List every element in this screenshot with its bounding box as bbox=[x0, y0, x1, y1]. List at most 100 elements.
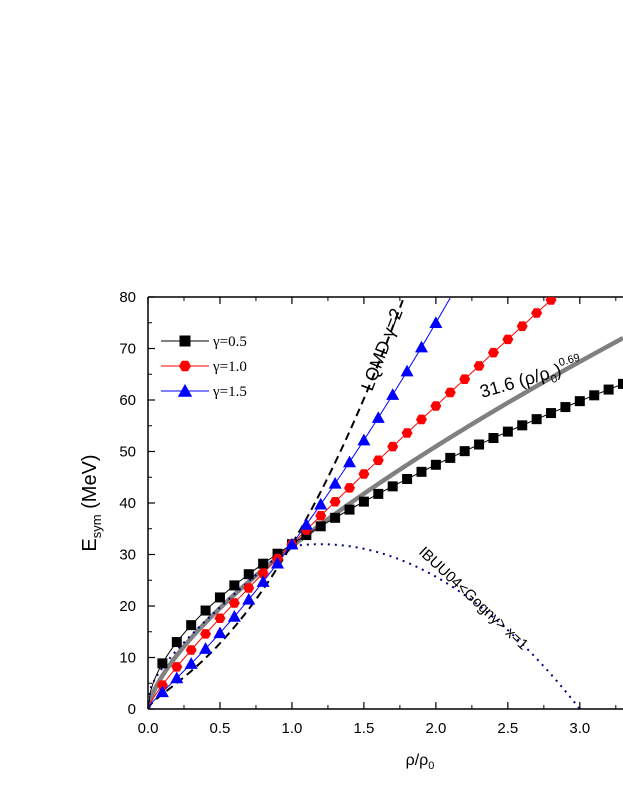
data-point-hexagon bbox=[358, 469, 370, 479]
data-point-square bbox=[603, 384, 614, 395]
fit-label: 31.6 (ρ/ρ0)0.69 bbox=[477, 352, 585, 406]
data-point-square bbox=[560, 402, 571, 413]
x-tick-label: 2.0 bbox=[425, 720, 446, 737]
x-tick-label: 0.0 bbox=[138, 720, 159, 737]
data-point-square bbox=[517, 420, 528, 431]
data-point-square bbox=[330, 512, 341, 523]
data-point-hexagon bbox=[459, 374, 471, 384]
y-tick-label: 30 bbox=[119, 547, 136, 564]
data-point-triangle bbox=[357, 433, 371, 446]
fit-curve bbox=[148, 336, 623, 710]
y-tick-label: 50 bbox=[119, 444, 136, 461]
data-point-hexagon bbox=[243, 583, 255, 593]
data-point-triangle bbox=[299, 518, 313, 530]
x-tick-label: 0.5 bbox=[210, 720, 231, 737]
data-point-square bbox=[618, 378, 623, 389]
data-point-hexagon bbox=[415, 414, 427, 425]
data-point-triangle bbox=[242, 592, 256, 605]
data-point-triangle bbox=[400, 364, 414, 377]
x-axis-title: ρ/ρ0 bbox=[406, 752, 435, 772]
data-point-hexagon bbox=[473, 361, 485, 371]
x-tick-label: 1.0 bbox=[282, 720, 303, 737]
data-point-triangle bbox=[314, 497, 328, 510]
data-point-square bbox=[546, 408, 557, 419]
data-point-triangle bbox=[414, 340, 428, 353]
data-point-hexagon bbox=[531, 308, 543, 318]
data-point-square bbox=[272, 548, 283, 559]
data-point-square bbox=[502, 426, 513, 437]
data-point-square bbox=[358, 496, 369, 507]
lqmd-label: LQMD γ=2 bbox=[357, 305, 407, 393]
data-point-hexagon bbox=[257, 568, 269, 578]
data-point-hexagon bbox=[430, 401, 442, 411]
data-point-hexagon bbox=[387, 441, 399, 452]
plot-area bbox=[148, 297, 623, 710]
y-tick-label: 60 bbox=[119, 392, 136, 409]
y-tick-label: 80 bbox=[119, 289, 136, 306]
ibuu-curve bbox=[148, 543, 581, 710]
legend: γ=0.5 γ=1.0 γ=1.5 bbox=[161, 334, 247, 400]
data-point-hexagon bbox=[200, 629, 212, 639]
data-point-square bbox=[344, 504, 355, 515]
y-tick-label: 0 bbox=[128, 701, 136, 718]
legend-label: γ=1.0 bbox=[212, 359, 247, 375]
data-point-square bbox=[157, 658, 168, 669]
data-point-hexagon bbox=[344, 483, 356, 493]
data-point-hexagon bbox=[487, 347, 499, 358]
data-point-triangle bbox=[177, 383, 193, 397]
data-point-square bbox=[171, 637, 182, 648]
x-tick-label: 3.0 bbox=[569, 720, 590, 737]
data-point-square bbox=[214, 592, 225, 603]
data-point-triangle bbox=[213, 626, 227, 639]
markers-layer bbox=[155, 297, 623, 698]
data-point-triangle bbox=[343, 455, 357, 468]
legend-label: γ=0.5 bbox=[212, 334, 247, 350]
data-point-square bbox=[589, 390, 600, 401]
data-point-square bbox=[474, 439, 485, 450]
data-point-square bbox=[459, 446, 470, 457]
data-point-hexagon bbox=[228, 598, 240, 608]
data-point-square bbox=[445, 452, 456, 463]
data-point-square bbox=[402, 474, 413, 485]
data-point-square bbox=[315, 521, 326, 532]
data-point-hexagon bbox=[214, 613, 226, 623]
data-point-triangle bbox=[328, 476, 342, 489]
data-point-triangle bbox=[256, 575, 270, 587]
y-tick-label: 40 bbox=[119, 495, 136, 512]
y-tick-label: 70 bbox=[119, 341, 136, 358]
data-point-square bbox=[179, 335, 191, 347]
data-point-square bbox=[416, 466, 427, 477]
data-point-triangle bbox=[371, 411, 385, 423]
ticks-layer: 0.0 0.5 1.0 1.5 2.0 2.5 3.0 0 10 20 30 40 50 60 70 80 bbox=[119, 289, 617, 737]
data-point-hexagon bbox=[156, 680, 168, 690]
data-point-triangle bbox=[271, 556, 285, 569]
data-point-triangle bbox=[386, 388, 400, 400]
data-point-square bbox=[531, 414, 542, 425]
data-point-triangle bbox=[155, 685, 169, 698]
data-point-square bbox=[243, 569, 254, 580]
ibuu-label: IBUU04<Gogny> x=1 bbox=[415, 543, 531, 653]
data-point-triangle bbox=[227, 610, 241, 622]
y-tick-label: 20 bbox=[119, 598, 136, 615]
data-point-hexagon bbox=[444, 387, 456, 398]
data-point-hexagon bbox=[401, 428, 413, 438]
data-point-hexagon bbox=[372, 455, 384, 466]
legend-label: γ=1.5 bbox=[212, 384, 247, 400]
data-point-triangle bbox=[429, 316, 443, 328]
data-point-triangle bbox=[199, 642, 213, 654]
data-point-square bbox=[186, 620, 197, 631]
lqmd-curve bbox=[148, 297, 406, 710]
data-point-triangle bbox=[170, 671, 184, 684]
data-point-hexagon bbox=[516, 321, 528, 331]
data-point-hexagon bbox=[315, 511, 327, 521]
data-point-square bbox=[373, 488, 384, 499]
data-point-square bbox=[387, 481, 398, 492]
data-point-hexagon bbox=[178, 360, 192, 372]
data-point-square bbox=[258, 558, 269, 569]
x-tick-label: 2.5 bbox=[497, 720, 518, 737]
series-line bbox=[148, 383, 623, 710]
data-point-triangle bbox=[184, 657, 198, 669]
data-point-square bbox=[488, 433, 499, 444]
data-point-hexagon bbox=[185, 645, 197, 655]
